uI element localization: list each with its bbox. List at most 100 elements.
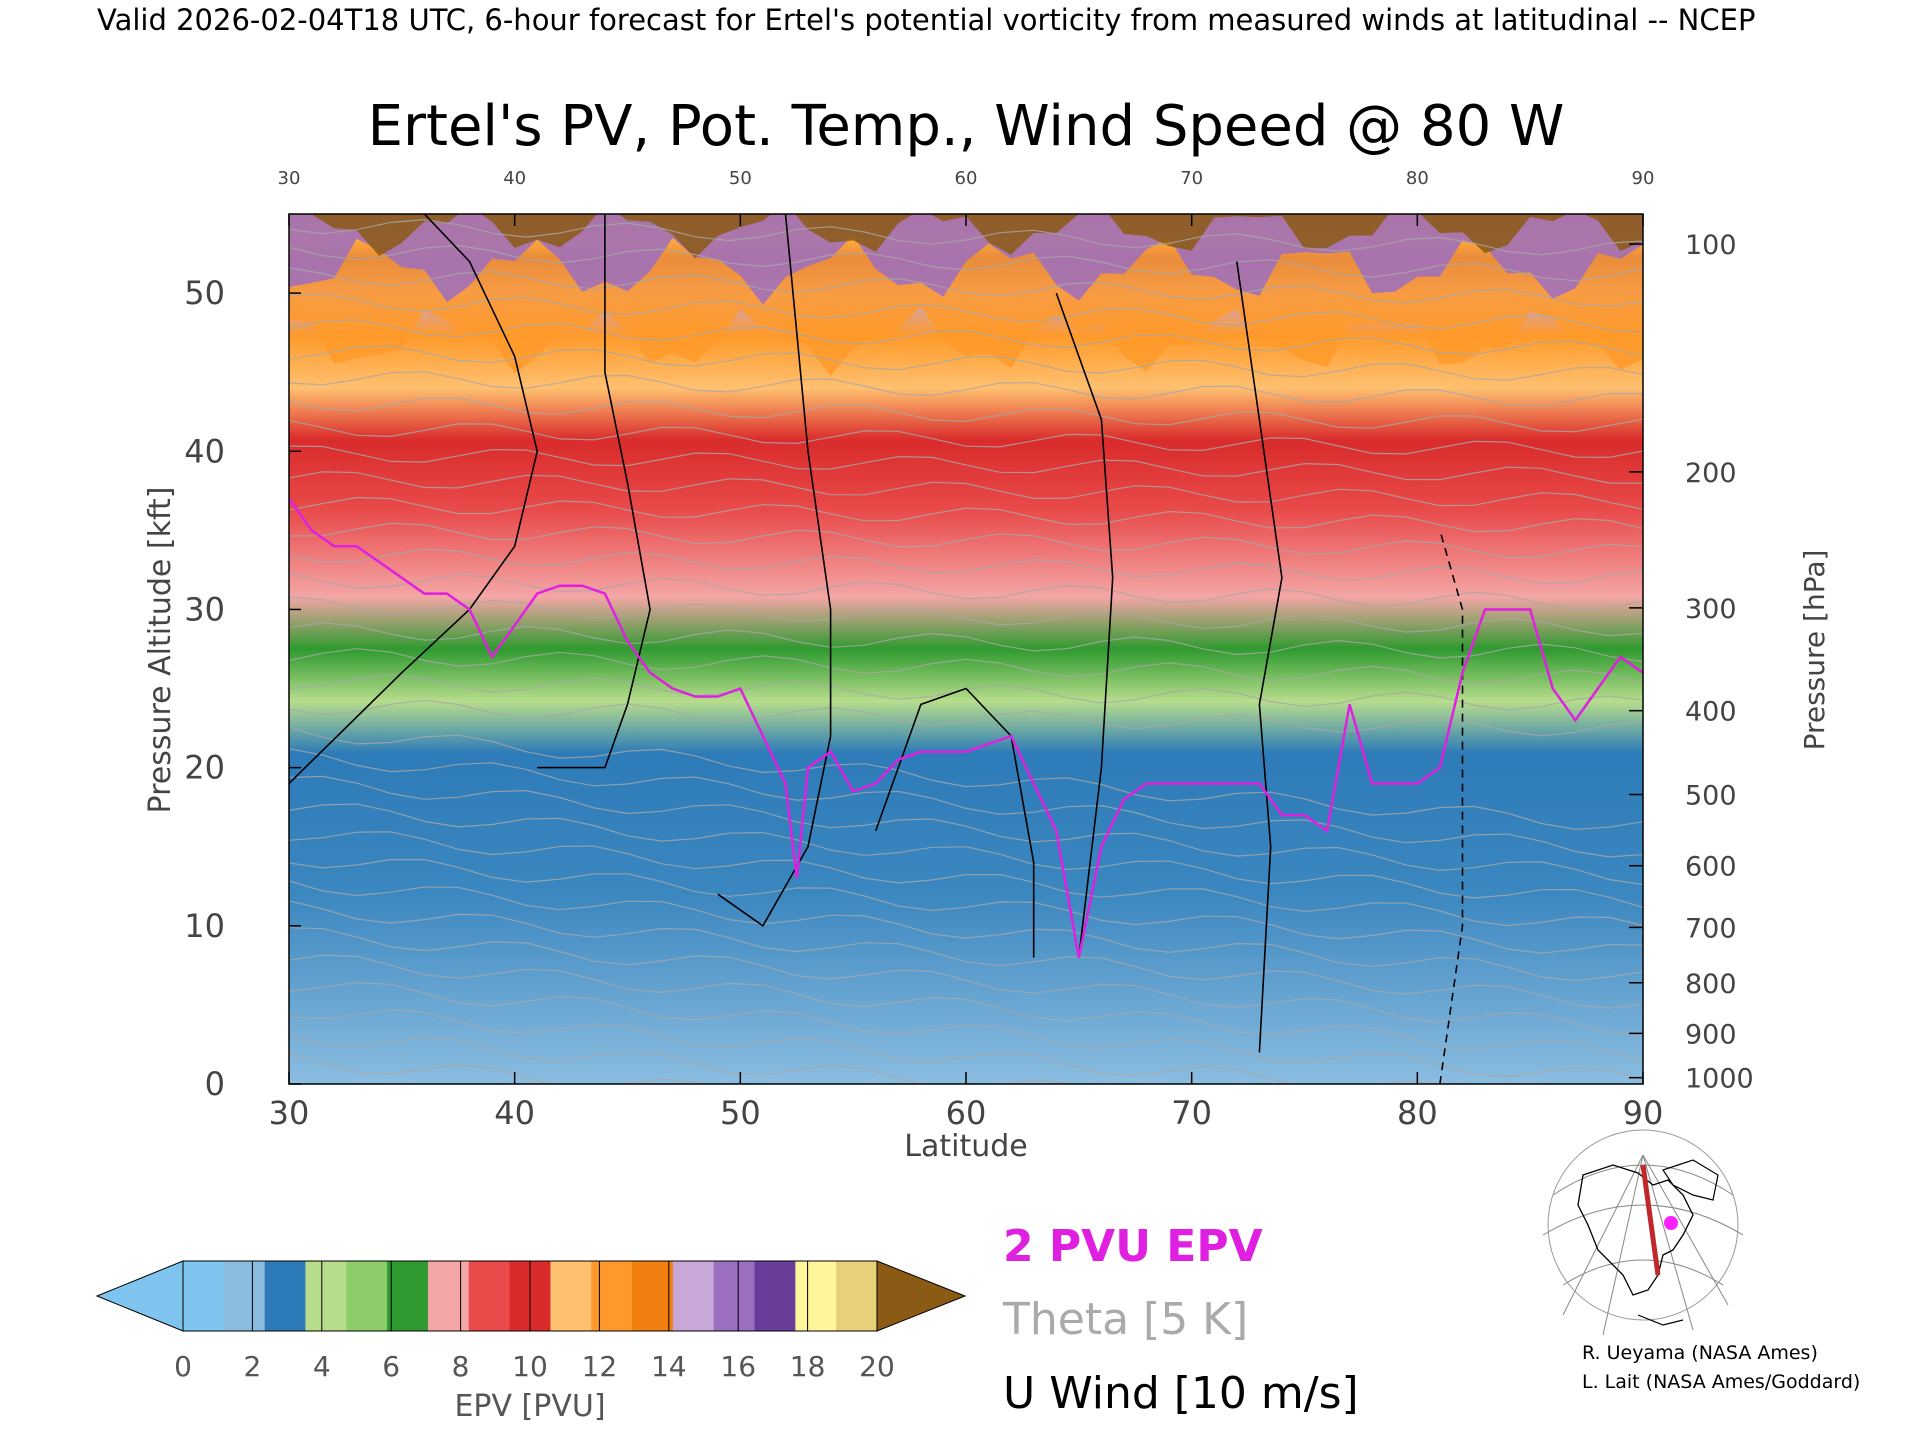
- x-tick-label: 70: [1171, 1094, 1212, 1132]
- theta-contour: [289, 218, 1643, 256]
- top-x-tick-label: 70: [1180, 168, 1203, 189]
- x-tick-label: 40: [494, 1094, 535, 1132]
- colorbar-cell: [305, 1261, 347, 1331]
- theta-contour: [289, 1034, 1074, 1084]
- y-axis-label: Pressure Altitude [kft]: [143, 487, 178, 814]
- x-tick-label: 90: [1623, 1094, 1664, 1132]
- x-axis-label: Latitude: [904, 1129, 1027, 1164]
- map-dot: [1664, 1216, 1678, 1230]
- colorbar-tick-label: 18: [790, 1350, 826, 1383]
- top-x-tick-label: 50: [729, 168, 752, 189]
- colorbar-tick-label: 12: [582, 1350, 618, 1383]
- colorbar-cell: [836, 1261, 878, 1331]
- colorbar-cell: [672, 1261, 715, 1331]
- colorbar-label: EPV [PVU]: [454, 1389, 605, 1424]
- theta-contour: [289, 981, 1643, 1081]
- colorbar-tick-label: 2: [243, 1350, 261, 1383]
- y-tick-label: 30: [184, 590, 225, 628]
- pressure-tick-label: 400: [1685, 697, 1737, 728]
- u-wind-contour: [1055, 292, 1114, 958]
- colorbar-cell: [468, 1261, 511, 1331]
- u-wind-contour: [289, 214, 539, 785]
- colorbar-cell: [223, 1261, 266, 1331]
- epv-colorbar: 0 2 4 6 8 10 12 14 16 18 20 EPV [PVU]: [95, 1260, 967, 1424]
- theta-contour: [289, 471, 1643, 510]
- u-wind-contour: [1236, 261, 1283, 1053]
- colorbar-tick-label: 14: [651, 1350, 687, 1383]
- theta-contour: [289, 267, 1643, 308]
- theta-contour: [289, 699, 1643, 737]
- u-wind-contour: [537, 214, 651, 769]
- pressure-tick-label: 800: [1685, 969, 1737, 1000]
- x-tick-label: 60: [946, 1094, 987, 1132]
- theta-contour: [289, 419, 1643, 459]
- colorbar-cell: [387, 1261, 429, 1331]
- theta-contour: [289, 522, 1643, 559]
- theta-contour: [289, 596, 1643, 637]
- theta-contour: [289, 397, 1643, 433]
- theta-contour: [289, 859, 1643, 954]
- pv2-contour-line: [289, 497, 1643, 958]
- credit-line-1: R. Ueyama (NASA Ames): [1582, 1342, 1818, 1364]
- colorbar-cell: [427, 1261, 470, 1331]
- theta-contour: [289, 880, 1643, 982]
- x-tick-label: 30: [269, 1094, 310, 1132]
- legend-pv-contour: 2 PVU EPV: [1003, 1221, 1263, 1272]
- pressure-tick-label: 300: [1685, 594, 1737, 625]
- theta-contour: [289, 927, 1643, 1037]
- theta-contour: [289, 954, 1643, 1062]
- pressure-tick-label: 700: [1685, 913, 1737, 944]
- y-tick-label: 20: [184, 749, 225, 787]
- theta-contour: [289, 775, 1643, 886]
- theta-contour: [289, 244, 1643, 282]
- theta-contour: [289, 445, 1643, 484]
- pressure-tick-label: 600: [1685, 852, 1737, 883]
- colorbar-cell: [713, 1261, 756, 1331]
- colorbar-tick-label: 0: [174, 1350, 192, 1383]
- colorbar-tick-label: 20: [859, 1350, 895, 1383]
- legend-u-wind: U Wind [10 m/s]: [1003, 1368, 1359, 1419]
- colorbar-cell: [591, 1261, 633, 1331]
- colorbar-under-triangle: [95, 1260, 184, 1332]
- colorbar-tick-label: 4: [313, 1350, 331, 1383]
- theta-contour: [289, 548, 1643, 585]
- colorbar-cell: [264, 1261, 307, 1331]
- pressure-tick-label: 500: [1685, 781, 1737, 812]
- valid-line: Valid 2026-02-04T18 UTC, 6-hour forecast…: [97, 3, 1755, 37]
- colorbar-cell: [795, 1261, 837, 1331]
- top-x-tick-label: 80: [1406, 168, 1429, 189]
- credit-line-2: L. Lait (NASA Ames/Goddard): [1582, 1371, 1860, 1393]
- x-tick-label: 50: [720, 1094, 761, 1132]
- theta-contour: [289, 371, 1643, 407]
- y-tick-label: 40: [184, 432, 225, 470]
- legend-theta: Theta [5 K]: [1002, 1294, 1248, 1345]
- x-tick-label: 80: [1397, 1094, 1438, 1132]
- y-tick-label: 50: [184, 274, 225, 312]
- top-x-tick-label: 90: [1632, 168, 1655, 189]
- u-wind-contour: [717, 214, 832, 927]
- north-america-globe-icon: [1542, 1129, 1744, 1336]
- colorbar-cell: [632, 1261, 674, 1331]
- colorbar-tick-label: 10: [512, 1350, 548, 1383]
- u-wind-contour: [874, 687, 1035, 958]
- top-x-tick-label: 30: [278, 168, 301, 189]
- top-x-tick-label: 60: [955, 168, 978, 189]
- colorbar-over-triangle: [876, 1260, 967, 1332]
- theta-contour: [289, 622, 1643, 663]
- colorbar-tick-label: 16: [720, 1350, 756, 1383]
- pressure-tick-label: 100: [1685, 230, 1737, 261]
- y2-axis-label: Pressure [hPa]: [1798, 550, 1831, 751]
- colorbar-cell: [754, 1261, 796, 1331]
- y-tick-label: 10: [184, 907, 225, 945]
- pressure-tick-label: 1000: [1685, 1064, 1754, 1095]
- top-x-tick-label: 40: [503, 168, 526, 189]
- colorbar-tick-label: 6: [382, 1350, 400, 1383]
- theta-contour: [289, 726, 1643, 830]
- theta-contour: [289, 319, 1643, 357]
- legend: 2 PVU EPV Theta [5 K] U Wind [10 m/s]: [1002, 1221, 1359, 1419]
- theta-contour: [289, 648, 1643, 685]
- colorbar-cell: [346, 1261, 388, 1331]
- colorbar-cell: [183, 1261, 225, 1331]
- theta-contour: [289, 900, 1643, 1009]
